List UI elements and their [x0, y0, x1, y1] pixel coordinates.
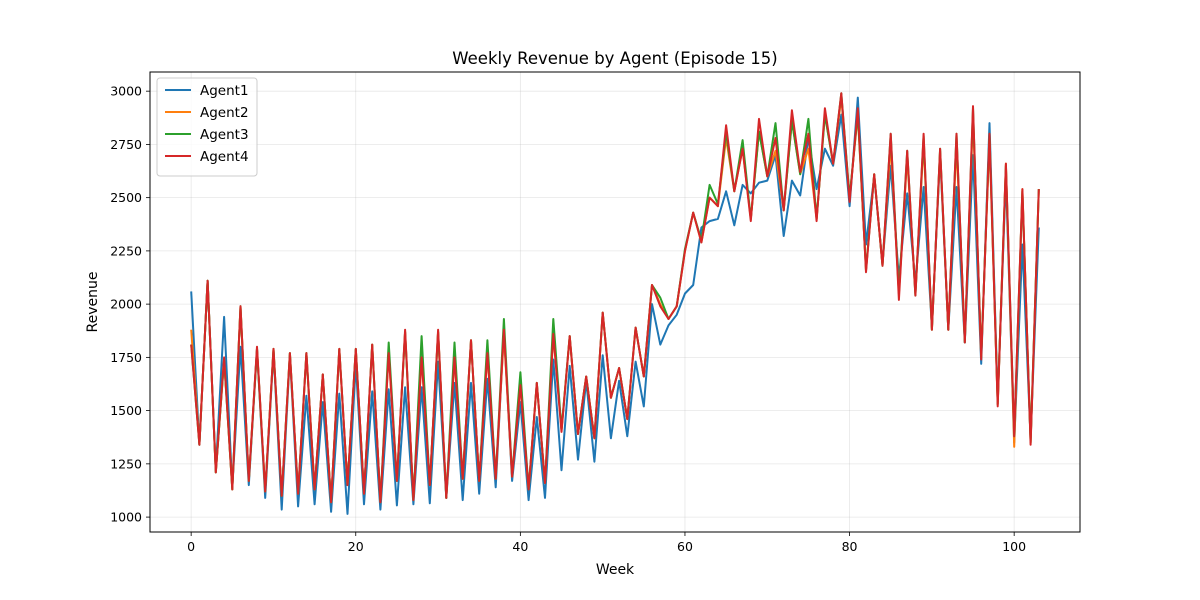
chart-title: Weekly Revenue by Agent (Episode 15) — [452, 49, 777, 68]
y-tick-label: 1250 — [110, 456, 142, 471]
y-tick-label: 2250 — [110, 243, 142, 258]
x-tick-label: 0 — [187, 539, 195, 554]
plot-frame — [149, 71, 1081, 533]
x-tick-label: 60 — [677, 539, 693, 554]
y-tick-label: 1000 — [110, 510, 142, 525]
series-layer — [190, 92, 1040, 515]
legend-label: Agent1 — [200, 83, 249, 99]
y-tick-label: 2750 — [110, 137, 142, 152]
x-axis-title: Week — [596, 562, 635, 578]
legend-box — [156, 77, 258, 177]
x-tick-label: 40 — [512, 539, 528, 554]
legend-label: Agent2 — [200, 105, 249, 121]
legend-label: Agent3 — [200, 127, 249, 143]
x-axis: 0 20 40 60 80 100 — [187, 532, 1026, 554]
y-axis: 1000 1250 1500 1750 2000 2250 2500 2750 3000 — [110, 84, 150, 525]
legend: Agent1 Agent2 Agent3 Agent4 — [156, 77, 258, 177]
x-tick-label: 80 — [842, 539, 858, 554]
legend-label: Agent4 — [200, 149, 249, 165]
y-axis-title: Revenue — [85, 272, 101, 333]
y-tick-label: 1500 — [110, 403, 142, 418]
y-tick-label: 2500 — [110, 190, 142, 205]
x-tick-label: 20 — [348, 539, 364, 554]
y-tick-label: 2000 — [110, 297, 142, 312]
x-tick-label: 100 — [1002, 539, 1026, 554]
series-line-agent4 — [190, 92, 1040, 504]
y-tick-label: 1750 — [110, 350, 142, 365]
y-tick-label: 3000 — [110, 84, 142, 99]
